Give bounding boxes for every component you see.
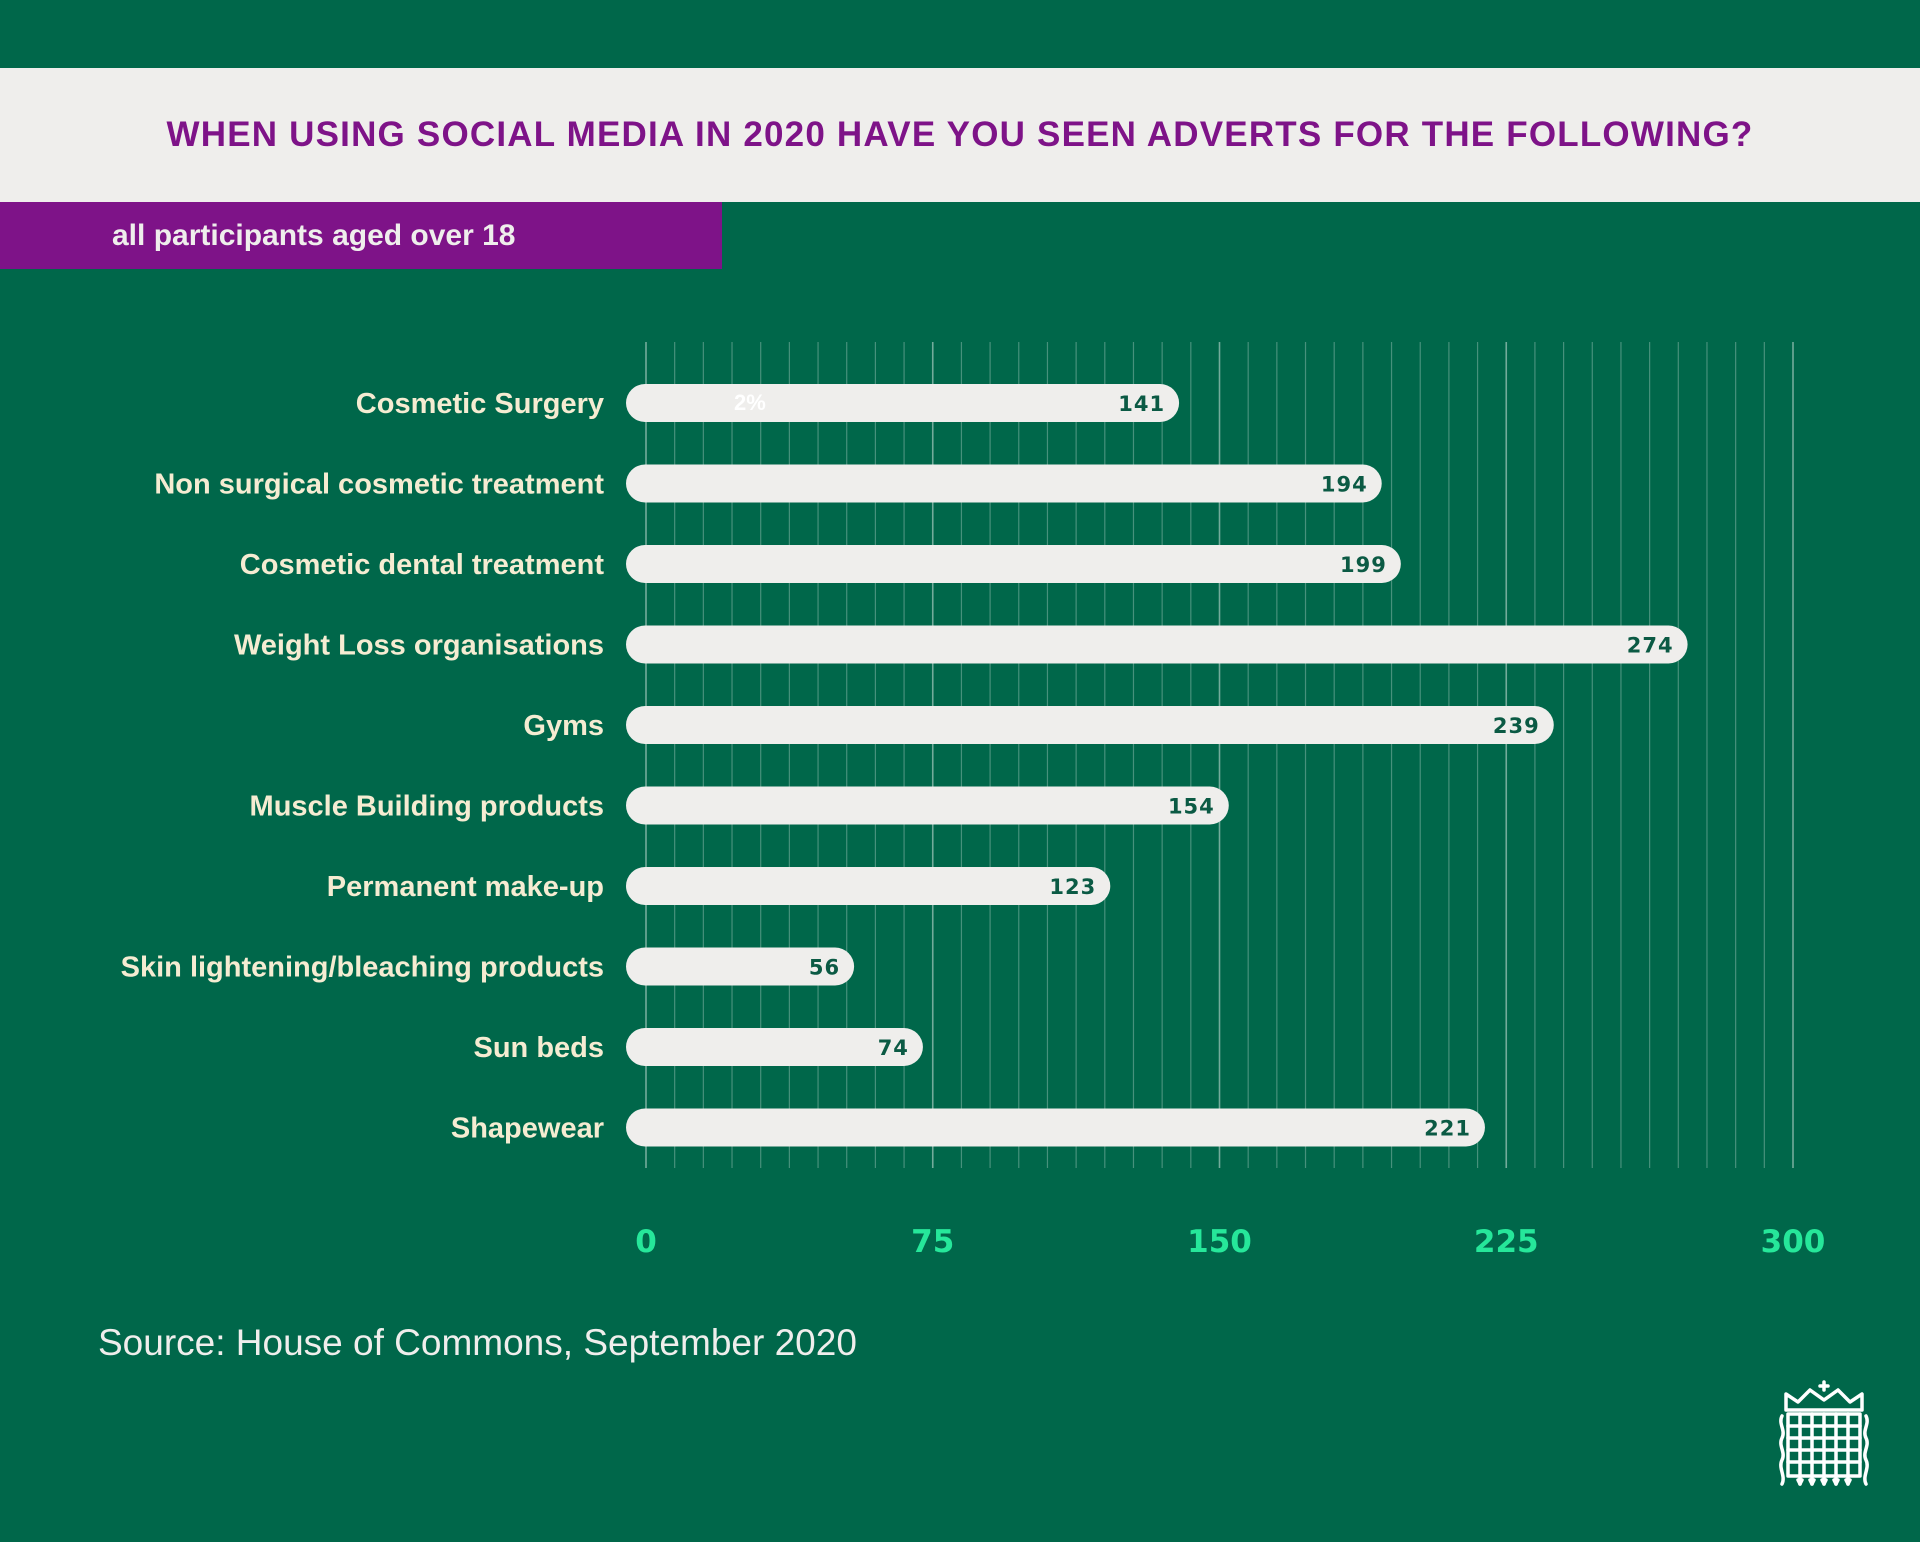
category-label: Cosmetic Surgery xyxy=(356,388,604,420)
category-label: Weight Loss organisations xyxy=(234,630,604,662)
tick-label: 0 xyxy=(635,1224,657,1260)
category-label: Sun beds xyxy=(473,1032,604,1064)
bar-row: Permanent make-up 123 xyxy=(327,867,1111,905)
x-axis-ticks: 0 75 150 225 300 xyxy=(635,1224,1825,1260)
bar xyxy=(626,464,1382,503)
value-label: 56 xyxy=(809,956,840,980)
category-label: Non surgical cosmetic treatment xyxy=(154,469,604,501)
value-label: 123 xyxy=(1049,875,1096,899)
category-label: Shapewear xyxy=(451,1113,604,1145)
value-label: 274 xyxy=(1627,634,1674,658)
bar xyxy=(626,545,1401,583)
value-label: 74 xyxy=(878,1036,909,1060)
value-label: 221 xyxy=(1424,1117,1471,1141)
value-label: 194 xyxy=(1321,473,1368,497)
title-band: When using social media in 2020 have you… xyxy=(0,68,1920,202)
subtitle-band: all participants aged over 18 xyxy=(0,202,722,269)
bar xyxy=(626,625,1688,664)
chart-title: When using social media in 2020 have you… xyxy=(166,115,1754,154)
value-label: 239 xyxy=(1493,714,1540,738)
bar xyxy=(626,706,1554,744)
category-label: Cosmetic dental treatment xyxy=(240,549,605,581)
bar xyxy=(626,1108,1485,1147)
tick-label: 300 xyxy=(1761,1224,1826,1260)
tick-label: 225 xyxy=(1474,1224,1539,1260)
portcullis-icon xyxy=(1779,1380,1869,1486)
bar xyxy=(626,384,1180,422)
bar-row: Weight Loss organisations 274 xyxy=(234,625,1688,664)
bar xyxy=(626,1028,923,1066)
bar-row: Cosmetic dental treatment 199 xyxy=(240,545,1401,583)
value-label: 154 xyxy=(1168,795,1215,819)
bar xyxy=(626,947,855,986)
bar-row: Cosmetic Surgery 141 2% xyxy=(356,384,1180,422)
bar-row: Gyms 239 xyxy=(523,706,1554,744)
annotation-label: 2% xyxy=(734,390,766,415)
category-label: Skin lightening/bleaching products xyxy=(121,952,604,984)
category-label: Permanent make-up xyxy=(327,871,604,903)
bars: Cosmetic Surgery 141 2% Non surgical cosmet… xyxy=(121,384,1688,1147)
bar xyxy=(626,786,1229,825)
bar-row: Skin lightening/bleaching products 56 xyxy=(121,947,855,986)
value-label: 141 xyxy=(1118,392,1165,416)
category-label: Muscle Building products xyxy=(250,791,604,823)
tick-label: 75 xyxy=(911,1224,954,1260)
bar-row: Muscle Building products 154 xyxy=(250,786,1229,825)
category-label: Gyms xyxy=(523,710,604,742)
bar-row: Shapewear 221 xyxy=(451,1108,1485,1147)
value-label: 199 xyxy=(1340,553,1387,577)
bar xyxy=(626,867,1111,905)
source-note: Source: House of Commons, September 2020 xyxy=(98,1322,857,1363)
bar-row: Sun beds 74 xyxy=(473,1028,923,1066)
chart-subtitle: all participants aged over 18 xyxy=(112,219,516,252)
bar-row: Non surgical cosmetic treatment 194 xyxy=(154,464,1382,503)
tick-label: 150 xyxy=(1187,1224,1252,1260)
